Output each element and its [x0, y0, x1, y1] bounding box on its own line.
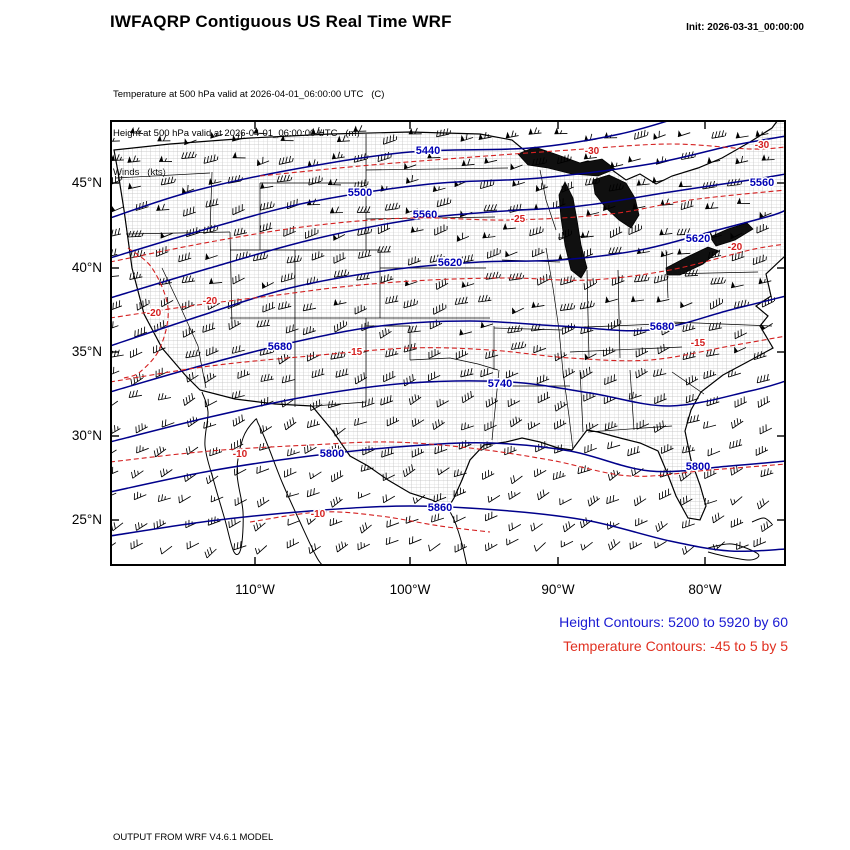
height-contour-label: 5860 — [428, 502, 452, 514]
temperature-contour-line — [110, 441, 786, 477]
lat-tick-label: 40°N — [71, 260, 102, 275]
wind-barbs — [110, 125, 775, 559]
temperature-contour-caption: Temperature Contours: -45 to 5 by 5 — [563, 638, 788, 654]
temperature-contour-label: -20 — [203, 296, 218, 307]
height-contour-label: 5800 — [686, 461, 710, 473]
temperature-contour-label: -15 — [348, 347, 363, 358]
lat-tick-label: 45°N — [71, 175, 102, 190]
height-contour-label: 5680 — [650, 321, 674, 333]
temperature-contour-line — [110, 335, 786, 383]
init-timestamp: Init: 2026-03-31_00:00:00 — [686, 22, 804, 33]
height-contour-caption: Height Contours: 5200 to 5920 by 60 — [559, 614, 788, 630]
temperature-contour-label: -15 — [691, 338, 706, 349]
temperature-contour-label: -30 — [585, 146, 600, 157]
temperature-contour-line — [110, 189, 786, 263]
lon-tick-label: 80°W — [688, 582, 722, 597]
height-contour-line — [110, 505, 786, 553]
temperature-contour-lines — [110, 143, 786, 533]
model-footer: OUTPUT FROM WRF V4.6.1 MODEL WE = 580 ; … — [113, 805, 487, 850]
temperature-contour-labels: -30 -30 -25 -20 -20 -20 -15 -15 -10 -10 — [145, 139, 771, 522]
temperature-contour-label: -30 — [755, 140, 770, 151]
lat-tick-label: 30°N — [71, 428, 102, 443]
height-contour-label: 5620 — [686, 233, 710, 245]
height-contour-label: 5560 — [750, 177, 774, 189]
height-contour-lines — [110, 120, 786, 553]
temperature-contour-label: -10 — [233, 449, 248, 460]
footer-model-line: OUTPUT FROM WRF V4.6.1 MODEL — [113, 832, 274, 843]
height-contour-line — [110, 295, 786, 393]
height-contour-line — [110, 380, 786, 443]
lon-tick-label: 100°W — [389, 582, 431, 597]
map-panel: 5440 5500 5560 5560 5620 5620 5680 5680 5740 5800… — [110, 120, 786, 566]
height-contour-label: 5560 — [413, 209, 437, 221]
height-contour-line — [110, 209, 786, 347]
us-outline — [113, 120, 786, 521]
height-contour-label: 5680 — [268, 341, 292, 353]
temperature-contour-line — [123, 247, 169, 379]
legend-temperature-line: Temperature at 500 hPa valid at 2026-04-… — [113, 89, 385, 100]
temperature-contour-label: -20 — [728, 242, 743, 253]
height-contour-label: 5440 — [416, 145, 440, 157]
temperature-contour-line — [110, 243, 786, 319]
temperature-contour-line — [259, 143, 786, 177]
lon-tick-label: 90°W — [541, 582, 575, 597]
height-contour-line — [110, 442, 786, 493]
lat-tick-label: 25°N — [71, 512, 102, 527]
temperature-contour-line — [249, 511, 491, 533]
height-contour-label: 5740 — [488, 378, 512, 390]
height-contour-label: 5800 — [320, 448, 344, 460]
height-contour-line — [110, 135, 786, 259]
lat-tick-label: 35°N — [71, 344, 102, 359]
weather-map: 5440 5500 5560 5560 5620 5620 5680 5680 5740 5800… — [110, 120, 786, 566]
temperature-contour-label: -25 — [511, 214, 526, 225]
height-contour-line — [110, 173, 786, 299]
temperature-contour-label: -20 — [147, 308, 162, 319]
axis-ticks — [111, 121, 785, 565]
height-contour-label: 5500 — [348, 187, 372, 199]
map-frame-border — [110, 120, 786, 566]
page-title: IWFAQRP Contiguous US Real Time WRF — [110, 12, 452, 31]
height-contour-label: 5620 — [438, 257, 462, 269]
lon-tick-label: 110°W — [235, 582, 275, 597]
height-contour-line — [110, 120, 674, 219]
temperature-contour-label: -10 — [311, 509, 326, 520]
height-contour-labels: 5440 5500 5560 5560 5620 5620 5680 5680 5740 5800… — [266, 144, 775, 516]
